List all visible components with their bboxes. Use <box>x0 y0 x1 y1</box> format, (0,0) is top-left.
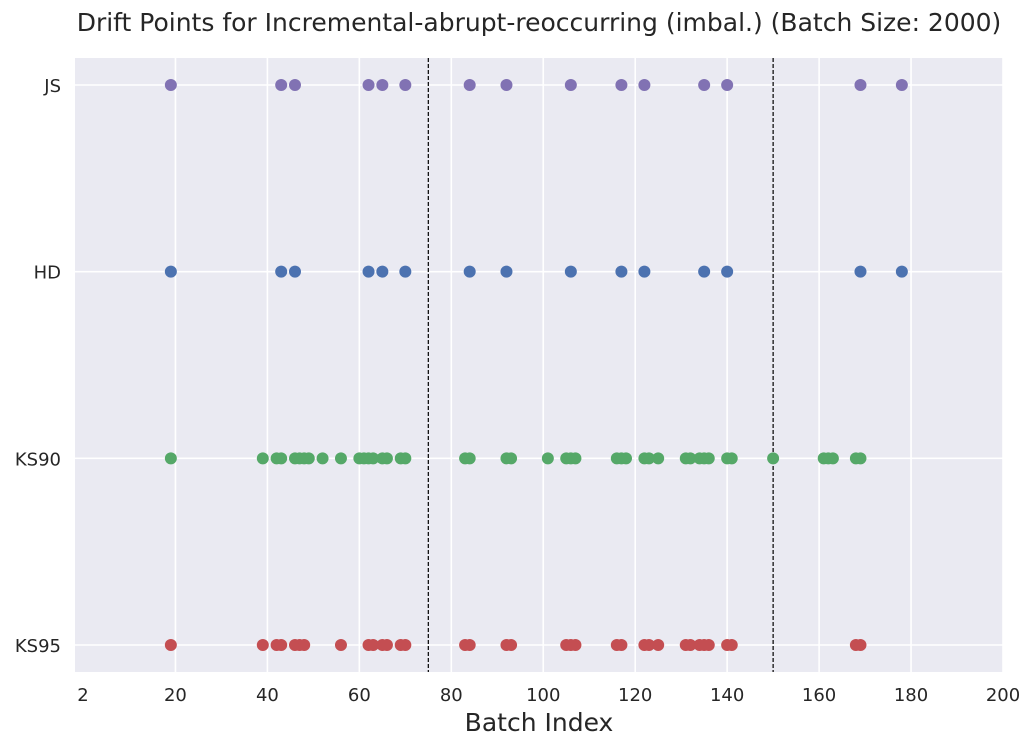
chart-title: Drift Points for Incremental-abrupt-reoc… <box>77 8 1002 37</box>
x-tick-label: 180 <box>894 685 928 706</box>
data-point <box>826 452 839 465</box>
data-point <box>652 452 665 465</box>
y-tick-label: JS <box>43 76 61 97</box>
data-point <box>399 79 412 91</box>
data-point <box>463 452 476 465</box>
data-point <box>298 639 311 651</box>
data-point <box>275 265 288 278</box>
data-point <box>642 452 655 465</box>
data-point <box>316 452 329 465</box>
data-point <box>854 639 867 651</box>
grid <box>75 58 1004 672</box>
data-point <box>854 265 867 278</box>
data-point <box>334 639 347 651</box>
data-point <box>302 452 315 465</box>
x-tick-label: 2 <box>77 685 88 706</box>
data-point <box>541 452 554 465</box>
data-point <box>725 452 738 465</box>
data-point <box>376 265 389 278</box>
series-hd <box>164 265 908 278</box>
data-point <box>164 265 177 278</box>
data-point <box>620 452 633 465</box>
data-point <box>684 452 697 465</box>
data-point <box>569 452 582 465</box>
y-tick-labels: KS95 KS90 HD JS <box>15 76 61 657</box>
data-point <box>164 639 177 651</box>
data-point <box>500 265 513 278</box>
data-point <box>362 79 375 91</box>
data-point <box>275 79 288 91</box>
data-point <box>288 79 301 91</box>
data-point <box>367 452 380 465</box>
data-point <box>362 265 375 278</box>
series-ks95 <box>164 639 867 651</box>
data-point <box>615 265 628 278</box>
data-point <box>380 452 393 465</box>
x-tick-label: 160 <box>802 685 836 706</box>
x-axis-label: Batch Index <box>465 708 614 737</box>
data-point <box>256 452 269 465</box>
data-point <box>275 452 288 465</box>
data-point <box>721 79 734 91</box>
data-point <box>399 452 412 465</box>
series-js <box>164 79 908 91</box>
data-point <box>698 265 711 278</box>
data-point <box>638 79 651 91</box>
data-point <box>164 452 177 465</box>
data-point <box>380 639 393 651</box>
y-tick-label: KS95 <box>15 636 61 657</box>
series-ks90 <box>164 452 867 465</box>
data-point <box>505 639 518 651</box>
x-tick-label: 80 <box>440 685 463 706</box>
data-point <box>652 639 665 651</box>
data-point <box>615 79 628 91</box>
data-point <box>854 79 867 91</box>
data-point <box>702 452 715 465</box>
data-point <box>767 452 780 465</box>
x-tick-label: 40 <box>256 685 279 706</box>
data-point <box>367 639 380 651</box>
data-point <box>334 452 347 465</box>
data-point <box>615 639 628 651</box>
data-point <box>702 639 715 651</box>
y-tick-label: KS90 <box>15 449 61 470</box>
x-tick-label: 120 <box>618 685 652 706</box>
data-point <box>164 79 177 91</box>
data-point <box>569 639 582 651</box>
x-tick-labels: 2 20 40 60 80 100 120 140 160 180 200 <box>77 685 1020 706</box>
data-point <box>638 265 651 278</box>
data-points <box>164 79 908 651</box>
data-point <box>288 265 301 278</box>
data-point <box>564 265 577 278</box>
y-tick-label: HD <box>34 263 61 284</box>
x-tick-label: 20 <box>164 685 187 706</box>
data-point <box>684 639 697 651</box>
data-point <box>463 79 476 91</box>
data-point <box>725 639 738 651</box>
data-point <box>505 452 518 465</box>
data-point <box>721 265 734 278</box>
data-point <box>463 265 476 278</box>
data-point <box>642 639 655 651</box>
data-point <box>463 639 476 651</box>
data-point <box>399 265 412 278</box>
data-point <box>376 79 389 91</box>
data-point <box>895 265 908 278</box>
x-tick-label: 200 <box>986 685 1020 706</box>
drift-reference-lines <box>427 58 774 672</box>
x-tick-label: 140 <box>710 685 744 706</box>
data-point <box>500 79 513 91</box>
plot-background <box>75 58 1003 672</box>
data-point <box>399 639 412 651</box>
data-point <box>275 639 288 651</box>
data-point <box>564 79 577 91</box>
data-point <box>698 79 711 91</box>
x-tick-label: 60 <box>348 685 371 706</box>
x-tick-label: 100 <box>526 685 560 706</box>
data-point <box>256 639 269 651</box>
data-point <box>854 452 867 465</box>
data-point <box>895 79 908 91</box>
